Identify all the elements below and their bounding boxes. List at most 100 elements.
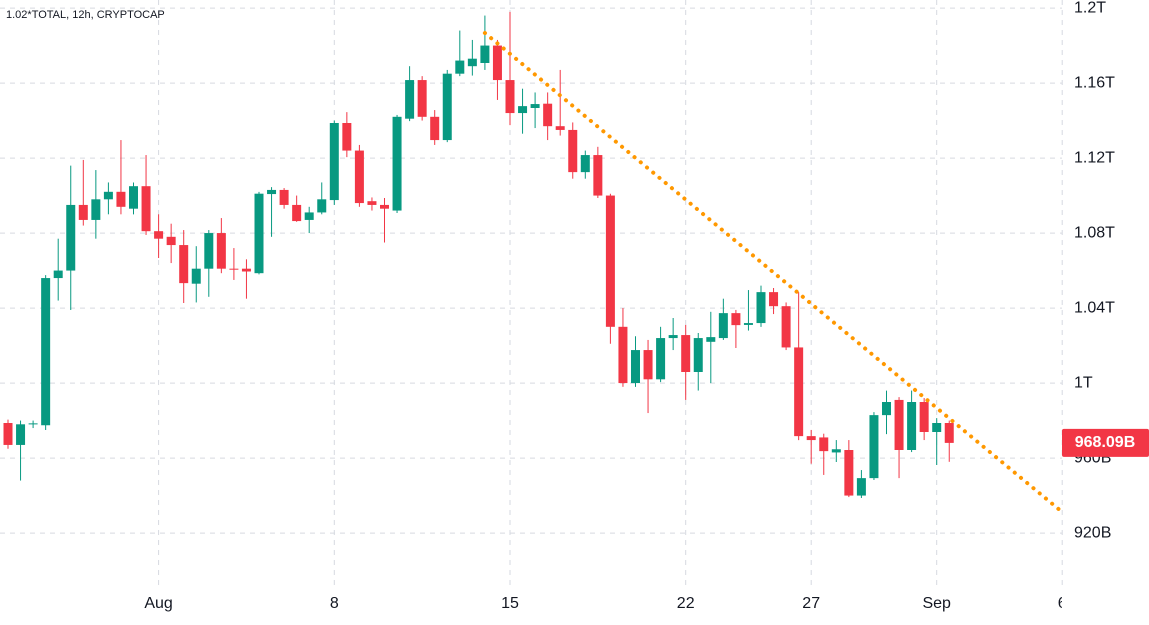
candle-body [555, 126, 565, 130]
candle-body [103, 191, 113, 200]
candle-body [28, 423, 38, 425]
x-tick-label: 15 [501, 595, 519, 612]
candle-body [794, 347, 804, 437]
x-tick-label: 6 [1058, 595, 1067, 612]
candle-body [944, 423, 954, 443]
candle-body [844, 450, 854, 496]
candle-body [66, 204, 76, 271]
candle-body [292, 204, 302, 222]
candle-body [919, 402, 929, 432]
y-tick-label: 1T [1074, 374, 1093, 391]
candle-body [831, 449, 841, 453]
candle-body [693, 338, 703, 372]
candle-body [856, 478, 866, 496]
candle-body [254, 193, 264, 274]
candle-body [455, 60, 465, 74]
y-tick-label: 1.16T [1074, 74, 1115, 91]
candle-body [656, 338, 666, 380]
candle-body [731, 313, 741, 326]
candle-body [605, 195, 615, 327]
candle-body [129, 186, 138, 209]
candle-body [329, 123, 339, 201]
candle-body [166, 236, 176, 246]
x-tick-label: 27 [802, 595, 820, 612]
candle-body [216, 233, 226, 269]
candle-body [442, 73, 452, 141]
candle-body [743, 323, 753, 325]
x-tick-label: Aug [144, 595, 172, 612]
candle-body [894, 399, 904, 450]
candle-body [229, 268, 239, 270]
y-tick-label: 1.12T [1074, 149, 1115, 166]
candle-body [806, 436, 816, 441]
candle-body [781, 306, 791, 348]
candle-body [568, 129, 578, 173]
candle-body [91, 199, 101, 220]
candle-body [41, 278, 51, 426]
candle-body [405, 80, 415, 119]
candle-body [631, 350, 640, 384]
candle-body [317, 199, 327, 213]
candle-body [492, 45, 502, 81]
candle-body [518, 106, 528, 114]
candle-body [706, 337, 716, 342]
candle-body [681, 335, 691, 372]
y-tick-label: 1.08T [1074, 224, 1115, 241]
candle-body [580, 155, 590, 173]
candle-body [543, 103, 553, 127]
candle-body [505, 80, 515, 114]
grid [0, 0, 1063, 585]
y-tick-label: 1.2T [1074, 0, 1106, 16]
y-tick-label: 1.04T [1074, 299, 1115, 316]
candle-body [643, 350, 653, 380]
candle-body [267, 189, 277, 195]
candle-body [769, 292, 779, 307]
candle-body [380, 204, 389, 209]
price-axis: 920B960B1T1.04T1.08T1.12T1.16T1.2T968.09… [1062, 0, 1149, 541]
candle-body [668, 335, 678, 339]
candle-body [882, 402, 891, 416]
candle-body [279, 189, 289, 205]
last-price-box [1062, 428, 1149, 457]
candle-body [3, 423, 13, 445]
candle-body [179, 245, 189, 284]
candle-body [819, 437, 829, 452]
x-tick-label: 8 [330, 595, 339, 612]
candle-body [392, 116, 402, 211]
candle-body [417, 80, 427, 117]
candle-body [141, 186, 151, 232]
candle-body [869, 415, 879, 479]
x-tick-label: Sep [922, 595, 951, 612]
candle-body [342, 123, 352, 151]
candle-body [116, 191, 126, 207]
candle-body [467, 58, 477, 67]
candle-body [932, 423, 942, 432]
candle-body [16, 424, 26, 445]
candle-body [756, 292, 766, 324]
y-tick-label: 920B [1074, 524, 1111, 541]
last-price-label: 968.09B [1075, 434, 1136, 451]
candle-body [154, 231, 164, 239]
candle-body [430, 116, 440, 141]
candle-body [367, 201, 377, 205]
candle-body [718, 313, 728, 339]
candle-body [304, 212, 314, 220]
chart-title: 1.02*TOTAL, 12h, CRYPTOCAP [6, 9, 165, 21]
candle-body [618, 326, 628, 384]
candle-body [907, 402, 917, 450]
candle-body [530, 104, 540, 108]
candle-body [354, 150, 364, 204]
x-axis: Aug 8 15 22 27 Sep 6 [144, 595, 1067, 612]
candle-body [593, 155, 603, 196]
candle-body [78, 204, 88, 220]
candle-body [53, 270, 63, 279]
candle-body [191, 268, 201, 284]
x-tick-label: 22 [677, 595, 695, 612]
plot-area [3, 11, 1062, 515]
candle-body [241, 268, 251, 272]
trendline [482, 31, 1062, 515]
candle-body [204, 233, 214, 269]
